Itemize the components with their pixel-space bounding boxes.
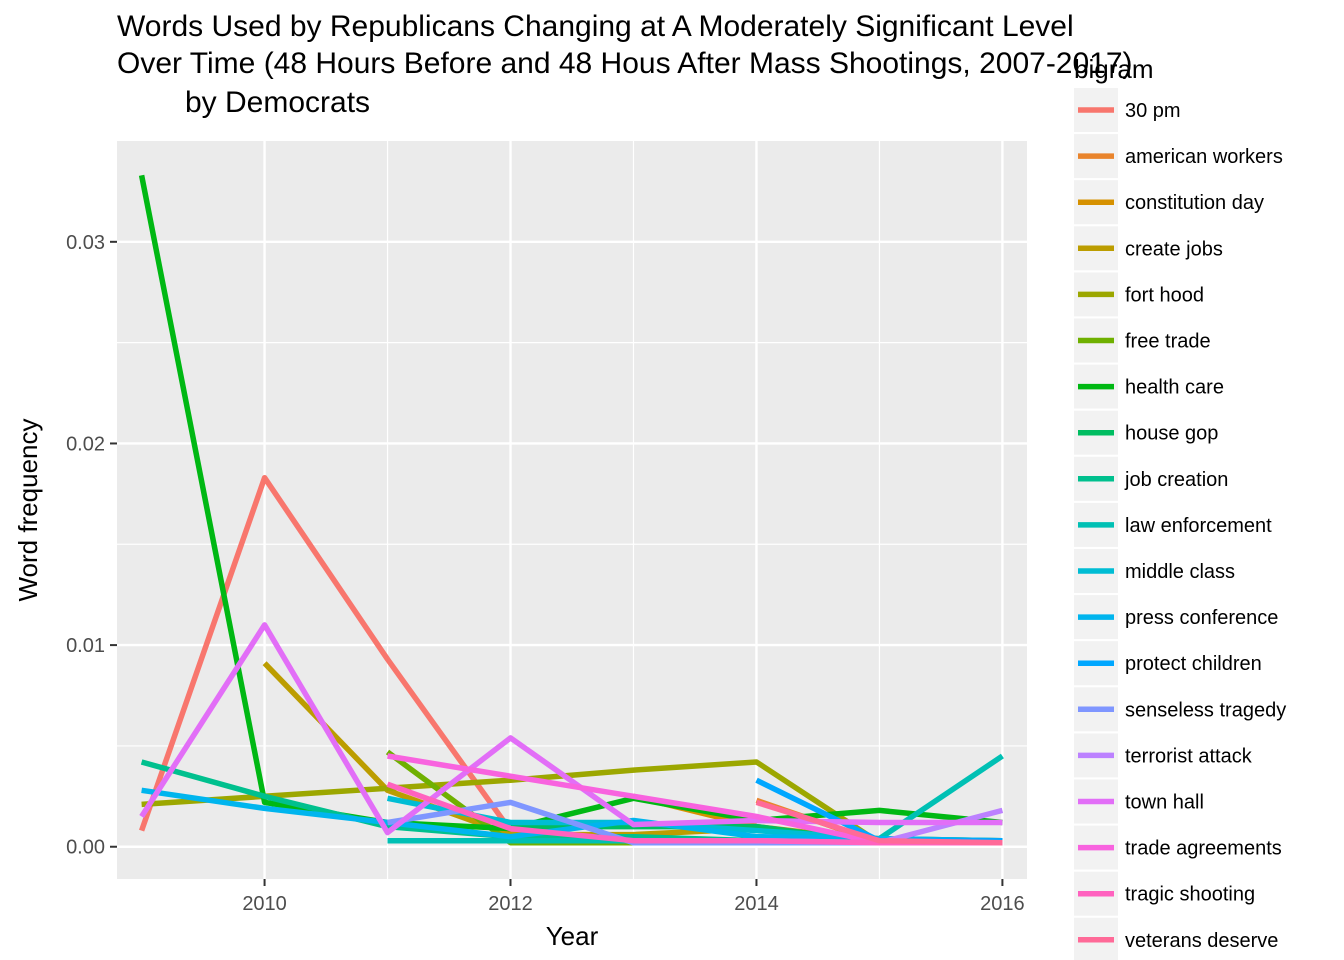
- legend-item: american workers: [1074, 134, 1283, 179]
- legend-label: protect children: [1125, 653, 1262, 675]
- legend-item: health care: [1074, 364, 1224, 409]
- legend-item: town hall: [1074, 779, 1204, 824]
- legend-item: constitution day: [1074, 180, 1264, 225]
- legend-item: tragic shooting: [1074, 871, 1255, 916]
- y-axis: 0.00 0.01 0.02 0.03: [66, 232, 117, 859]
- legend-item: terrorist attack: [1074, 733, 1253, 778]
- legend-item: law enforcement: [1074, 502, 1272, 547]
- series-line-veterans-deserve: [755, 799, 1003, 846]
- x-tick-label: 2012: [488, 893, 533, 915]
- legend-item: trade agreements: [1074, 825, 1282, 870]
- title-line-1: Words Used by Republicans Changing at A …: [117, 10, 1074, 43]
- y-axis-title: Word frequency: [13, 418, 43, 601]
- title-line-2: Over Time (48 Hours Before and 48 Hous A…: [117, 47, 1133, 80]
- legend-item: press conference: [1074, 595, 1278, 640]
- x-tick-label: 2010: [242, 893, 287, 915]
- series-line-town-hall: [139, 622, 1003, 836]
- plot-panel: [117, 141, 1027, 879]
- y-tick-label: 0.00: [66, 837, 105, 859]
- legend-item: protect children: [1074, 641, 1262, 686]
- legend-label: middle class: [1125, 561, 1235, 583]
- legend-item: free trade: [1074, 318, 1211, 363]
- legend-label: town hall: [1125, 792, 1204, 814]
- legend-item: create jobs: [1074, 226, 1223, 271]
- x-tick-label: 2016: [980, 893, 1025, 915]
- series-line-health-care: [138, 174, 1003, 832]
- legend-item: house gop: [1074, 410, 1218, 455]
- legend-item: veterans deserve: [1074, 917, 1278, 960]
- legend-label: law enforcement: [1125, 515, 1272, 537]
- legend-label: job creation: [1124, 469, 1228, 491]
- legend-title: bigram: [1074, 54, 1153, 84]
- legend-item: 30 pm: [1074, 88, 1181, 132]
- x-tick-label: 2014: [734, 893, 779, 915]
- legend-item: middle class: [1074, 549, 1235, 593]
- x-axis: 2010 2012 2014 2016: [242, 879, 1025, 915]
- legend-item: senseless tragedy: [1074, 687, 1286, 732]
- legend-label: veterans deserve: [1125, 930, 1278, 952]
- minor-gridlines: [117, 141, 1027, 879]
- legend-label: american workers: [1125, 146, 1283, 168]
- legend-label: fort hood: [1125, 284, 1204, 306]
- legend-label: press conference: [1125, 607, 1278, 629]
- y-tick-label: 0.01: [66, 635, 105, 657]
- legend-label: terrorist attack: [1125, 745, 1253, 767]
- legend-label: house gop: [1125, 423, 1218, 445]
- chart-title: Words Used by Republicans Changing at A …: [117, 10, 1133, 119]
- legend-label: 30 pm: [1125, 100, 1181, 122]
- legend-label: senseless tragedy: [1125, 699, 1286, 721]
- legend-label: constitution day: [1125, 192, 1264, 214]
- legend-item: job creation: [1074, 456, 1228, 501]
- chart-subtitle: by Democrats: [185, 86, 370, 119]
- series-lines: [138, 174, 1004, 846]
- y-tick-label: 0.02: [66, 433, 105, 455]
- y-tick-label: 0.03: [66, 232, 105, 254]
- legend-label: trade agreements: [1125, 838, 1282, 860]
- legend-label: create jobs: [1125, 238, 1223, 260]
- x-axis-title: Year: [546, 921, 599, 951]
- legend-label: health care: [1125, 377, 1224, 399]
- legend: bigram 30 pm american workers constitution…: [1074, 54, 1286, 960]
- legend-label: tragic shooting: [1125, 884, 1255, 906]
- legend-item: fort hood: [1074, 272, 1204, 317]
- legend-label: free trade: [1125, 331, 1211, 353]
- major-gridlines: [117, 141, 1027, 879]
